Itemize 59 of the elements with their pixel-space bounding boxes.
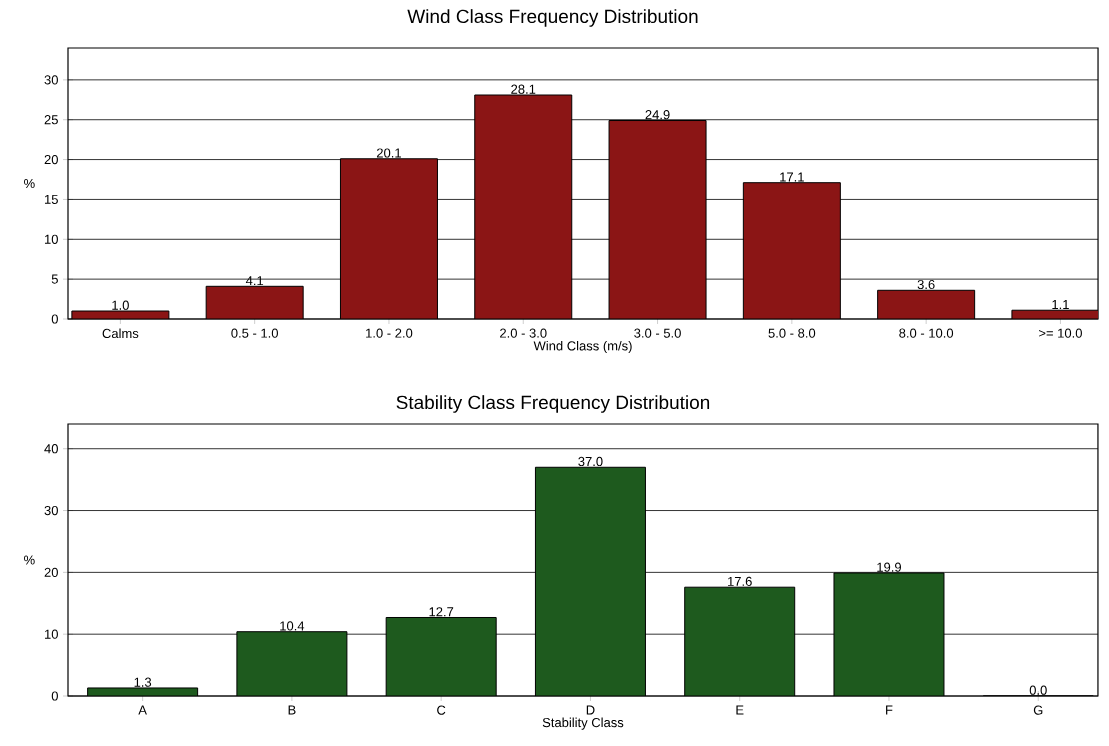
x-tick-label: G [1033,705,1043,715]
y-tick-label: 0 [51,314,58,324]
chart-title: Stability Class Frequency Distribution [396,395,710,413]
bar [205,285,304,319]
y-axis-title: % [24,555,35,565]
x-tick-label: 2.0 - 3.0 [500,328,547,338]
x-tick-label: A [138,705,147,715]
bar [742,182,841,319]
x-tick-label: 8.0 - 10.0 [899,328,954,338]
data-label: 37.0 [578,456,603,467]
bar [684,586,796,696]
y-tick-label: 20 [44,567,58,577]
x-tick-label: Calms [102,328,139,339]
bar [534,466,646,696]
data-label: 4.1 [245,276,264,286]
data-label: 28.1 [511,84,536,94]
x-axis-title: Wind Class (m/s) [533,340,632,354]
x-tick-label: >= 10.0 [1039,328,1082,338]
y-tick-label: 30 [44,75,58,85]
data-label: 3.6 [917,279,935,290]
y-tick-label: 0 [51,691,58,701]
data-label: 12.7 [429,607,454,617]
data-label: 24.9 [645,110,670,120]
data-label: 17.6 [728,576,752,586]
bar [236,631,348,696]
x-tick-label: C [437,705,446,715]
y-tick-label: 30 [44,505,58,516]
bar [608,120,707,319]
x-tick-label: 1.0 - 2.0 [366,328,413,338]
x-tick-label: 3.0 - 5.0 [634,328,681,338]
y-tick-label: 10 [44,629,58,639]
data-label: 1.0 [112,300,129,310]
data-label: 20.1 [376,148,401,158]
bar [474,94,573,319]
bar [877,289,976,319]
data-label: 19.9 [877,562,901,572]
y-tick-label: 10 [44,234,58,244]
y-tick-label: 5 [51,274,58,284]
y-tick-label: 15 [44,194,58,204]
data-label: 17.1 [780,172,804,182]
y-axis-title: % [24,178,35,189]
data-label: 1.3 [134,677,152,687]
y-tick-label: 20 [44,154,58,165]
x-tick-label: D [586,705,595,715]
x-axis-title: Stability Class [542,717,624,730]
bar [385,616,497,696]
x-tick-label: 5.0 - 8.0 [768,328,816,338]
x-tick-label: B [288,705,296,715]
chart-title: Wind Class Frequency Distribution [407,9,698,27]
bar [339,158,438,319]
data-label: 10.4 [280,621,305,631]
x-tick-label: F [886,705,893,715]
data-label: 0.0 [1029,685,1047,695]
bar [833,572,945,696]
y-tick-label: 40 [44,444,58,454]
x-tick-label: E [736,705,744,715]
x-tick-label: 0.5 - 1.0 [231,328,278,338]
y-tick-label: 25 [44,115,58,125]
data-label: 1.1 [1052,300,1069,310]
